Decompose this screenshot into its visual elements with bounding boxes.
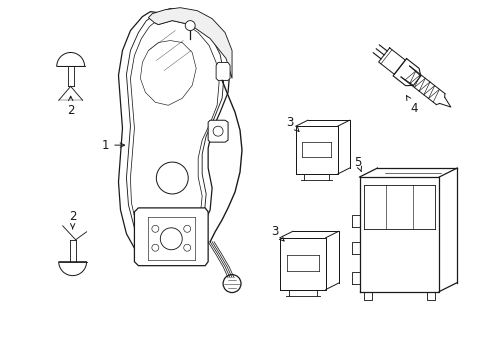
Wedge shape (57, 53, 85, 67)
Polygon shape (134, 208, 208, 266)
Circle shape (184, 225, 191, 232)
Polygon shape (208, 120, 228, 142)
Circle shape (152, 225, 159, 232)
Text: 4: 4 (406, 96, 418, 115)
Polygon shape (148, 8, 232, 78)
Text: 3: 3 (286, 116, 299, 131)
Circle shape (213, 126, 223, 136)
Circle shape (184, 244, 191, 251)
Circle shape (223, 275, 241, 293)
Wedge shape (59, 262, 87, 276)
Text: 2: 2 (67, 96, 74, 117)
Text: 3: 3 (271, 225, 284, 241)
Text: 5: 5 (354, 156, 362, 171)
Text: 1: 1 (102, 139, 124, 152)
Circle shape (160, 228, 182, 250)
Circle shape (185, 21, 195, 31)
Polygon shape (119, 9, 230, 264)
Polygon shape (216, 62, 230, 80)
Circle shape (156, 162, 188, 194)
Text: 2: 2 (69, 210, 76, 229)
Circle shape (152, 244, 159, 251)
